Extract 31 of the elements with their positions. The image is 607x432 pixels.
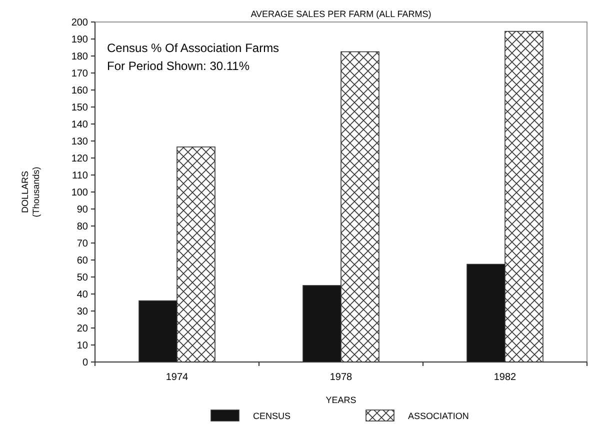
y-tick-label: 170: [71, 68, 88, 80]
y-tick-label: 40: [76, 290, 88, 300]
y-tick-label: 50: [76, 272, 88, 284]
y-tick-label: 0: [82, 358, 88, 368]
y-tick-label: 70: [76, 238, 88, 250]
y-tick-label: 20: [76, 324, 88, 334]
y-tick-label: 100: [71, 188, 88, 198]
annotation: For Period Shown: 30.11%: [107, 59, 250, 73]
y-tick-label: 130: [71, 136, 88, 148]
x-axis-title: YEARS: [326, 395, 356, 405]
y-tick-label: 180: [71, 52, 88, 62]
annotation: Census % Of Association Farms: [107, 41, 280, 55]
y-tick-label: 190: [71, 34, 88, 46]
x-tick-label: 1982: [494, 372, 517, 383]
legend-label: ASSOCIATION: [408, 411, 469, 421]
y-tick-label: 90: [76, 204, 88, 216]
y-tick-label: 80: [76, 222, 88, 232]
y-tick-label: 120: [71, 154, 88, 164]
y-tick-label: 160: [71, 86, 88, 96]
y-tick-label: 200: [71, 18, 88, 28]
y-tick-label: 150: [71, 102, 88, 114]
y-axis-title: DOLLARS (Thousands): [20, 166, 41, 218]
x-tick-label: 1974: [166, 372, 189, 383]
y-tick-label: 10: [76, 340, 88, 352]
y-tick-label: 110: [72, 170, 88, 182]
x-tick-label: 1978: [330, 372, 353, 383]
y-tick-label: 30: [76, 306, 88, 318]
y-tick-label: 140: [71, 120, 88, 130]
legend-label: CENSUS: [253, 411, 291, 421]
chart-title: AVERAGE SALES PER FARM (ALL FARMS): [250, 9, 432, 19]
y-tick-label: 60: [76, 256, 88, 266]
